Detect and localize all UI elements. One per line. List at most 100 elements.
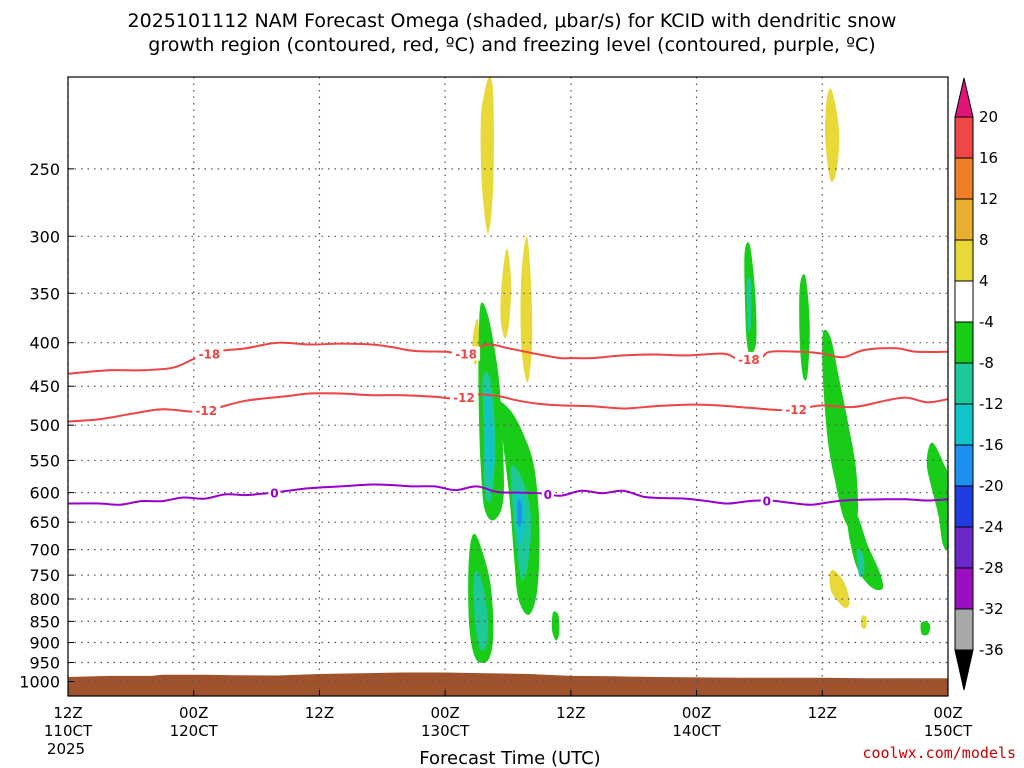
chart-title-line1: 2025101112 NAM Forecast Omega (shaded, μ… xyxy=(128,10,897,32)
x-tick-label: 00Z xyxy=(933,704,962,722)
omega-region xyxy=(480,77,494,234)
x-tick-date: 150CT xyxy=(924,722,973,740)
x-tick-label: 00Z xyxy=(179,704,208,722)
colorbar-bin xyxy=(954,116,974,159)
contour-label: 0 xyxy=(763,495,771,509)
colorbar-tick-label: -24 xyxy=(979,518,1004,536)
y-tick-label: 950 xyxy=(29,654,60,673)
colorbar-bin xyxy=(954,198,974,241)
omega-region xyxy=(860,615,867,629)
colorbar-top-arrow xyxy=(954,77,974,118)
omega-region xyxy=(517,500,523,527)
contour-label: -12 xyxy=(785,403,807,417)
y-tick-label: 850 xyxy=(29,612,60,631)
colorbar-tick-label: 20 xyxy=(979,108,998,126)
x-tick-year: 2025 xyxy=(47,740,85,758)
omega-region xyxy=(473,569,489,651)
colorbar-tick-label: -36 xyxy=(979,641,1004,659)
colorbar-bin xyxy=(954,567,974,610)
contour-label-bg xyxy=(734,351,763,366)
contour-line-0 xyxy=(68,483,948,506)
x-axis-label: Forecast Time (UTC) xyxy=(419,748,600,768)
omega-region xyxy=(822,329,859,531)
colorbar-tick-label: 8 xyxy=(979,231,989,249)
x-tick-date: 140CT xyxy=(672,722,721,740)
y-tick-label: 700 xyxy=(29,541,60,560)
colorbar-bottom-arrow xyxy=(954,649,974,691)
omega-region xyxy=(551,611,560,641)
contour-label: -18 xyxy=(199,348,221,362)
x-tick-label: 00Z xyxy=(682,704,711,722)
omega-region xyxy=(847,507,884,591)
omega-region xyxy=(520,236,533,383)
contour-label: -12 xyxy=(453,391,475,405)
colorbar-tick-label: -8 xyxy=(979,354,994,372)
contour-line--12 xyxy=(68,392,948,423)
colorbar-tick-label: -16 xyxy=(979,436,1004,454)
colorbar: 20 16 12 8 4 -4 -8 -12 -16 -20 -24 -28 -32 -36 xyxy=(954,77,1004,691)
omega-region xyxy=(926,442,948,551)
colorbar-tick-label: 16 xyxy=(979,149,998,167)
contour-label-bg xyxy=(760,493,773,508)
omega-region xyxy=(825,88,840,182)
contour-label: 0 xyxy=(270,486,278,500)
y-tick-label: 550 xyxy=(29,451,60,470)
colorbar-bin xyxy=(954,321,974,364)
omega-region xyxy=(500,248,512,339)
contour-label-bg xyxy=(541,487,554,502)
contour-label-bg xyxy=(452,346,481,361)
omega-region xyxy=(829,569,850,609)
colorbar-bin xyxy=(954,485,974,528)
colorbar-tick-label: 4 xyxy=(979,272,989,290)
contour-label-bg xyxy=(195,346,224,361)
terrain-fill xyxy=(68,672,948,696)
omega-shading xyxy=(468,77,948,663)
pressure-axis: 250 300 350 400 450 500 550 600 650 700 750 800 850 9… xyxy=(19,160,74,691)
chart-title-line2: growth region (contoured, red, ºC) and f… xyxy=(148,34,875,56)
y-tick-label: 500 xyxy=(29,416,60,435)
colorbar-bin xyxy=(954,362,974,405)
x-tick-date: 130CT xyxy=(421,722,470,740)
contour-label-bg xyxy=(268,485,281,500)
y-tick-label: 750 xyxy=(29,566,60,585)
y-tick-label: 800 xyxy=(29,590,60,609)
y-tick-label: 250 xyxy=(29,160,60,179)
y-tick-label: 650 xyxy=(29,513,60,532)
y-tick-label: 1000 xyxy=(19,672,60,691)
x-tick-label: 00Z xyxy=(430,704,459,722)
x-tick-label: 12Z xyxy=(53,704,82,722)
contour-label: 0 xyxy=(544,488,552,502)
y-tick-label: 900 xyxy=(29,634,60,653)
colorbar-bin xyxy=(954,526,974,569)
contour-label: -18 xyxy=(738,353,760,367)
temperature-contours: -18 -18 -18 -12 -12 -12 0 0 0 xyxy=(68,341,948,509)
omega-region xyxy=(799,274,810,381)
contour-label: -12 xyxy=(195,404,217,418)
omega-region xyxy=(485,388,494,481)
contour-label-bg xyxy=(192,402,221,417)
x-tick-label: 12Z xyxy=(808,704,837,722)
colorbar-bin xyxy=(954,608,974,651)
grid-lines xyxy=(67,77,949,696)
colorbar-bin xyxy=(954,403,974,446)
colorbar-tick-label: -32 xyxy=(979,600,1004,618)
colorbar-tick-label: -20 xyxy=(979,477,1004,495)
colorbar-bin xyxy=(954,157,974,200)
y-tick-label: 450 xyxy=(29,377,60,396)
contour-label-bg xyxy=(450,389,478,404)
omega-region xyxy=(920,621,931,636)
y-tick-label: 400 xyxy=(29,334,60,353)
colorbar-bin xyxy=(954,444,974,487)
colorbar-tick-label: 12 xyxy=(979,190,998,208)
contour-line--18 xyxy=(68,341,948,375)
credit-link[interactable]: coolwx.com/models xyxy=(862,744,1016,762)
x-tick-label: 12Z xyxy=(556,704,585,722)
colorbar-bin xyxy=(954,280,974,323)
y-tick-label: 600 xyxy=(29,484,60,503)
colorbar-tick-label: -4 xyxy=(979,313,994,331)
contour-label-bg xyxy=(782,401,811,416)
x-tick-label: 12Z xyxy=(305,704,334,722)
y-tick-label: 300 xyxy=(29,227,60,246)
